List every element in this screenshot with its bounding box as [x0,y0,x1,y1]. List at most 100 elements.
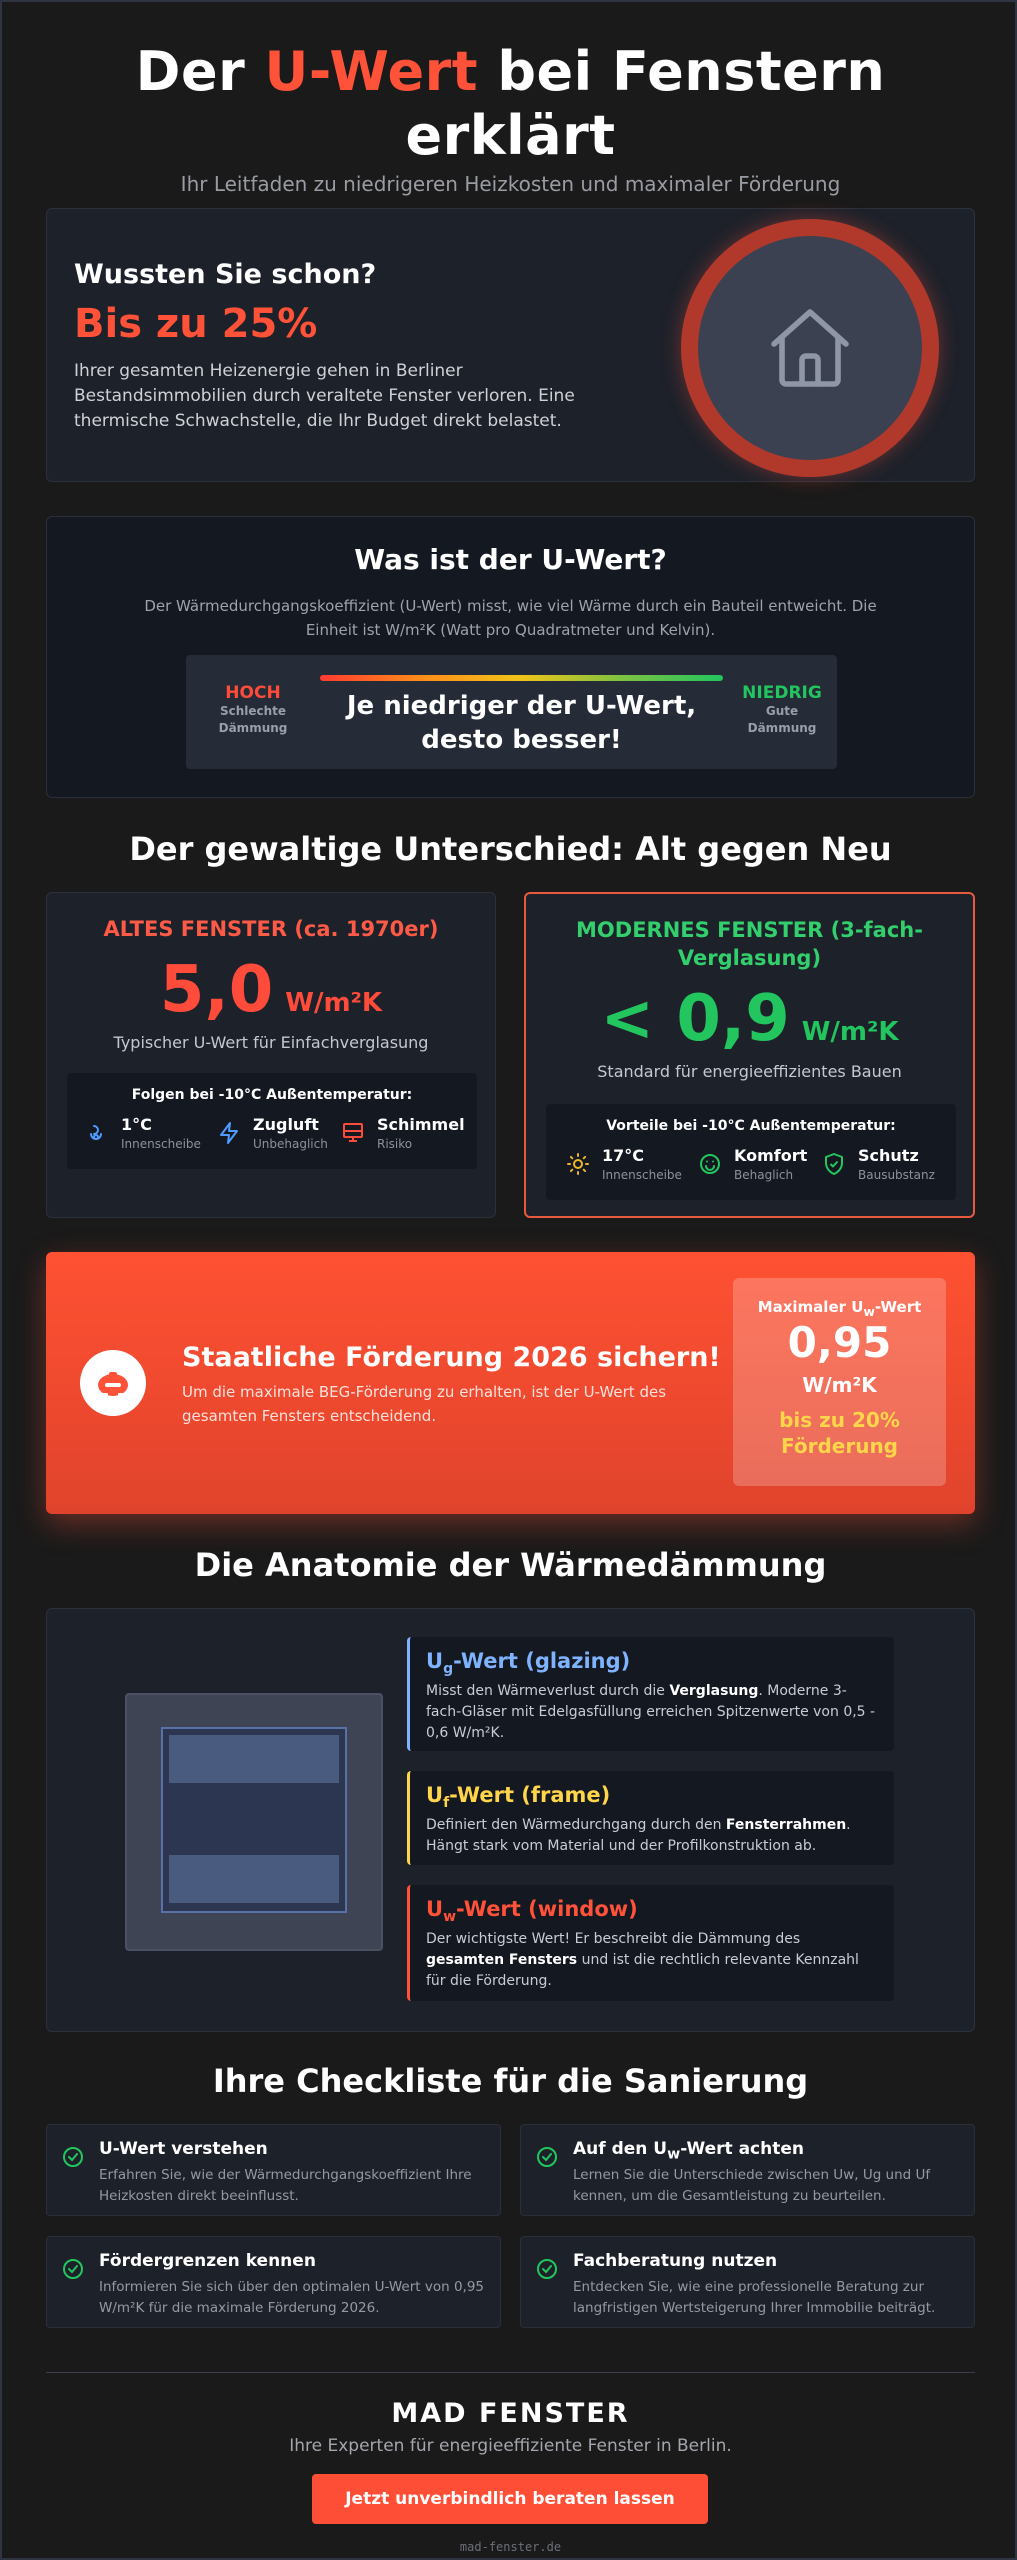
checklist-item-desc: Lernen Sie die Unterschiede zwischen Uw,… [573,2167,931,2204]
checklist-item-desc: Informieren Sie sich über den optimalen … [99,2279,485,2316]
check-circle-icon [537,2147,557,2167]
lightning-icon [220,1122,238,1144]
title-accent: U-Wert [264,40,479,103]
uw-block: Uw-Wert (window) Der wichtigste Wert! Er… [407,1885,894,2001]
new-title: MODERNES FENSTER (3-fach-Verglasung) [576,918,923,970]
hero-text: Ihrer gesamten Heizenergie gehen in Berl… [74,361,575,431]
new-window-card: MODERNES FENSTER (3-fach-Verglasung) < 0… [524,892,975,1218]
scale-low-sub: Gute Dämmung [747,704,817,735]
scale-low-label: NIEDRIG [742,683,822,703]
old-item-sub: Innenscheibe [121,1137,201,1151]
uf-block: Uf-Wert (frame) Definiert den Wärmedurch… [407,1771,894,1865]
title-part: Der [135,40,265,103]
uw-title: Uw-Wert (window) [426,1897,880,1925]
cold-thermometer-icon [90,1125,102,1140]
desc-part: . Hängt stark vom Material und der Profi… [426,1817,851,1855]
sun-icon [567,1153,589,1175]
desc-part: und ist die rechtlich relevante Kennzahl… [426,1952,859,1990]
title-sub: f [443,1795,450,1812]
scale-high-sub: Schlechte Dämmung [218,704,288,735]
old-desc: Typischer U-Wert für Einfachverglasung [113,1033,429,1052]
new-item-sub: Behaglich [734,1168,794,1182]
u-value-scale: HOCH Schlechte Dämmung Je niedriger der … [186,655,837,769]
funding-box-label: Maximaler Uw-Wert [733,1298,946,1319]
house-icon [771,309,849,387]
hero-stat: Bis zu 25% [74,301,318,347]
what-title: Was ist der U-Wert? [354,543,667,576]
checklist-item-desc: Erfahren Sie, wie der Wärmedurchgangskoe… [99,2167,472,2204]
old-item-sub: Unbehaglich [253,1137,328,1151]
checklist-item-title: Auf den Uw-Wert achten [573,2139,804,2162]
title-rest: -Wert (glazing) [453,1649,631,1673]
title-sub: w [667,2146,681,2163]
checklist-item: Fördergrenzen kennen Informieren Sie sic… [46,2236,501,2328]
window-pane [161,1727,347,1913]
funding-title: Staatliche Förderung 2026 sichern! [182,1342,721,1373]
uf-title: Uf-Wert (frame) [426,1783,880,1811]
title-part: Auf den U [573,2139,668,2159]
window-illustration [125,1693,383,1951]
mold-warning-icon [343,1123,363,1142]
piggy-bank-icon [80,1350,146,1416]
old-item-value: 1°C [121,1115,152,1134]
desc-bold: gesamten Fensters [426,1952,578,1969]
new-unit: W/m²K [801,1017,899,1047]
label-subscript: w [863,1304,875,1319]
title-rest: -Wert (window) [456,1897,638,1921]
desc-part: Der wichtigste Wert! Er beschreibt die D… [426,1931,801,1948]
ug-title: Ug-Wert (glazing) [426,1649,880,1677]
funding-banner: Staatliche Förderung 2026 sichern! Um di… [46,1252,975,1514]
new-item-sub: Innenscheibe [602,1168,682,1182]
check-circle-icon [537,2259,557,2279]
title-part: -Wert achten [680,2139,804,2159]
label-part: Maximaler U [757,1298,864,1316]
anatomy-card: Ug-Wert (glazing) Misst den Wärmeverlust… [46,1608,975,2032]
what-is-card: Was ist der U-Wert? Der Wärmedurchgangsk… [46,516,975,798]
title-part: bei Fenstern erklärt [405,40,886,167]
new-advantages-title: Vorteile bei -10°C Außentemperatur: [606,1118,896,1134]
ug-desc: Misst den Wärmeverlust durch die Verglas… [426,1681,880,1744]
check-circle-icon [63,2147,83,2167]
uf-desc: Definiert den Wärmedurchgang durch den F… [426,1815,880,1857]
scale-low: NIEDRIG Gute Dämmung [737,683,827,737]
desc-bold: Fensterrahmen [725,1817,847,1834]
title-u: U [426,1649,444,1673]
funding-box-value: 0,95 [787,1318,892,1367]
old-consequences: Folgen bei -10°C Außentemperatur: 1°C In… [67,1073,477,1169]
funding-box-bonus: bis zu 20% Förderung [779,1408,900,1458]
what-text: Der Wärmedurchgangskoeffizient (U-Wert) … [144,597,877,639]
pane-reflection [169,1855,339,1903]
gradient-bar [320,675,723,681]
new-desc: Standard für energieeffizientes Bauen [597,1062,902,1081]
pane-reflection [169,1735,339,1783]
funding-text: Um die maximale BEG-Förderung zu erhalte… [182,1383,667,1425]
page-subtitle: Ihr Leitfaden zu niedrigeren Heizkosten … [180,172,841,196]
checklist-item-title: U-Wert verstehen [99,2139,268,2159]
scale-high-label: HOCH [225,683,281,703]
ug-block: Ug-Wert (glazing) Misst den Wärmeverlust… [407,1637,894,1751]
scale-high: HOCH Schlechte Dämmung [208,683,298,737]
old-unit: W/m²K [285,988,383,1018]
content-wrapper: Der U-Wert bei Fenstern erklärt Ihr Leit… [46,40,975,2554]
new-item-sub: Bausubstanz [858,1168,935,1182]
old-consequences-title: Folgen bei -10°C Außentemperatur: [131,1087,413,1103]
hero-ring [681,219,939,477]
check-circle-icon [63,2259,83,2279]
page-title: Der U-Wert bei Fenstern erklärt [46,40,975,168]
new-advantages: Vorteile bei -10°C Außentemperatur: 17°C… [546,1104,956,1200]
shield-check-icon [825,1153,843,1175]
desc-bold: Verglasung [669,1683,759,1700]
old-item-value: Zugluft [253,1115,319,1134]
anatomy-title: Die Anatomie der Wärmedämmung [194,1546,827,1584]
website-link[interactable]: mad-fenster.de [459,2540,562,2554]
title-rest: -Wert (frame) [449,1783,611,1807]
consultation-button[interactable]: Jetzt unverbindlich beraten lassen [312,2474,708,2524]
uw-desc: Der wichtigste Wert! Er beschreibt die D… [426,1929,880,1992]
checklist-item: Auf den Uw-Wert achten Lernen Sie die Un… [520,2124,975,2216]
funding-box-unit: W/m²K [802,1373,877,1397]
hero-card: Wussten Sie schon? Bis zu 25% Ihrer gesa… [46,208,975,482]
checklist-title: Ihre Checkliste für die Sanierung [212,2062,809,2100]
new-value: < 0,9 [600,982,790,1056]
scale-message: Je niedriger der U-Wert, desto besser! [346,691,697,755]
